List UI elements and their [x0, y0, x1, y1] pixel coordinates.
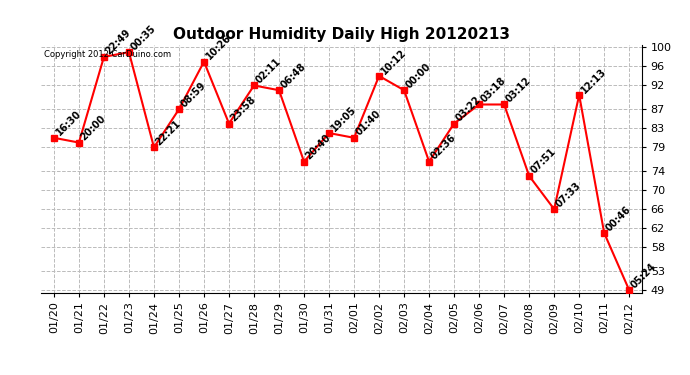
Text: 22:49: 22:49: [104, 28, 133, 57]
Text: 00:46: 00:46: [604, 204, 633, 233]
Text: 03:12: 03:12: [504, 75, 533, 105]
Text: 22:21: 22:21: [154, 118, 183, 147]
Text: 00:35: 00:35: [129, 23, 158, 52]
Text: 12:13: 12:13: [579, 66, 608, 95]
Text: 20:00: 20:00: [79, 114, 108, 142]
Title: Outdoor Humidity Daily High 20120213: Outdoor Humidity Daily High 20120213: [173, 27, 510, 42]
Text: 08:59: 08:59: [179, 80, 208, 109]
Text: 00:00: 00:00: [404, 61, 433, 90]
Text: 05:24: 05:24: [629, 261, 658, 290]
Text: 10:26: 10:26: [204, 33, 233, 62]
Text: 20:40: 20:40: [304, 133, 333, 162]
Text: 19:05: 19:05: [329, 104, 358, 133]
Text: 10:12: 10:12: [379, 47, 408, 76]
Text: Copyright 2012 CarDuino.com: Copyright 2012 CarDuino.com: [44, 50, 172, 59]
Text: 16:30: 16:30: [54, 109, 83, 138]
Text: 07:33: 07:33: [554, 180, 583, 209]
Text: 02:11: 02:11: [254, 57, 283, 86]
Text: 03:22: 03:22: [454, 94, 483, 123]
Text: 03:18: 03:18: [479, 75, 509, 105]
Text: 02:36: 02:36: [429, 133, 458, 162]
Text: 07:51: 07:51: [529, 147, 558, 176]
Text: 06:48: 06:48: [279, 61, 308, 90]
Text: 23:58: 23:58: [229, 94, 258, 123]
Text: 01:40: 01:40: [354, 109, 383, 138]
